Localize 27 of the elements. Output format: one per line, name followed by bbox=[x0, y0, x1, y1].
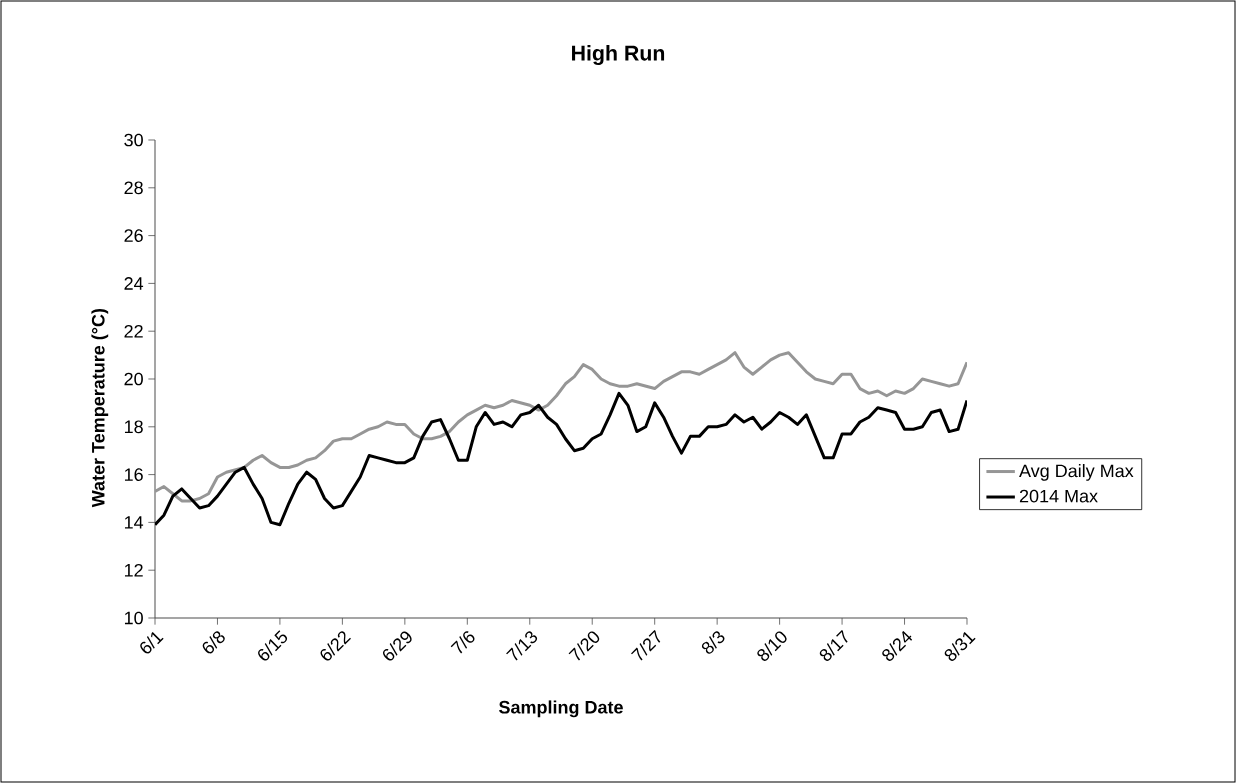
x-tick-label: 7/6 bbox=[450, 631, 475, 654]
x-tick-label: 6/1 bbox=[140, 632, 164, 654]
y-tick-label: 18 bbox=[124, 420, 143, 434]
y-tick-label: 14 bbox=[124, 516, 144, 529]
chart-title: High Run bbox=[572, 45, 665, 65]
y-axis-title: Water Temperature (°C) bbox=[91, 308, 109, 508]
y-tick-label: 30 bbox=[124, 133, 143, 147]
x-tick-label: 7/20 bbox=[568, 631, 600, 661]
y-tick-label: 12 bbox=[124, 563, 143, 577]
y-tick-label: 26 bbox=[124, 229, 143, 242]
x-tick-label: 8/3 bbox=[701, 631, 725, 654]
y-tick-label: 16 bbox=[124, 468, 143, 481]
x-tick-label: 6/22 bbox=[320, 631, 351, 661]
y-tick-label: 10 bbox=[124, 611, 143, 625]
x-tick-label: 8/24 bbox=[882, 630, 913, 661]
y-tick-label: 28 bbox=[124, 181, 143, 195]
y-tick-label: 24 bbox=[124, 277, 144, 290]
y-tick-label: 22 bbox=[124, 324, 143, 338]
legend-label: 2014 Max bbox=[1019, 489, 1098, 503]
y-tick-label: 20 bbox=[124, 372, 143, 386]
x-tick-label: 8/10 bbox=[757, 631, 787, 661]
x-tick-label: 6/8 bbox=[202, 631, 225, 654]
x-tick-label: 7/13 bbox=[506, 631, 538, 661]
x-tick-label: 6/29 bbox=[383, 631, 412, 661]
legend-label: Avg Daily Max bbox=[1019, 464, 1134, 481]
x-tick-label: 8/31 bbox=[944, 632, 976, 661]
x-axis-title: Sampling Date bbox=[499, 700, 623, 718]
